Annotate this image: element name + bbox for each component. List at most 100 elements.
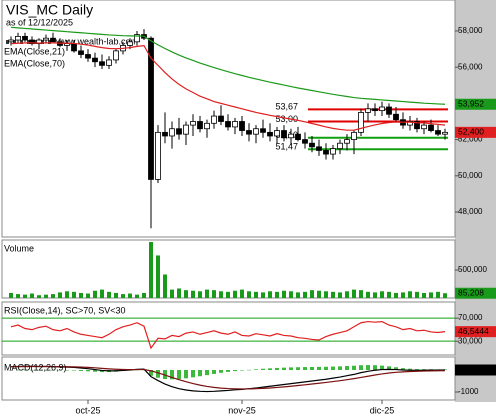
bar [23, 369, 27, 371]
candle-body [330, 148, 336, 155]
bar [177, 369, 181, 380]
value-label: 52,400 [458, 127, 484, 137]
bar [338, 366, 342, 370]
bar [44, 369, 48, 371]
level-label: 53,67 [275, 102, 298, 112]
y-tick-label: 30,000 [458, 336, 483, 345]
bar [37, 369, 41, 371]
value-label-box [455, 326, 496, 338]
candle-body [106, 59, 112, 66]
candle-body [337, 142, 343, 150]
legend-entry: Volume [4, 243, 34, 253]
bar [387, 366, 391, 370]
bar [30, 369, 34, 371]
candle-body [428, 124, 434, 131]
candle-body [379, 106, 385, 112]
bar [114, 292, 118, 298]
bar [380, 291, 384, 298]
candle-body [309, 142, 315, 148]
bar [233, 290, 237, 298]
bar [282, 290, 286, 298]
bar [156, 369, 160, 378]
value-label-box [455, 98, 496, 110]
candle-body [274, 130, 280, 137]
bar [289, 367, 293, 370]
candle-body [393, 113, 399, 121]
bar [184, 290, 188, 298]
candle-body [351, 131, 357, 140]
candle-body [407, 121, 413, 126]
bar [149, 242, 153, 298]
candle-body [197, 121, 203, 130]
candle-body [295, 133, 301, 140]
bar [275, 291, 279, 298]
bar [373, 365, 377, 370]
bar [275, 367, 279, 370]
bar [359, 290, 363, 298]
bar [429, 292, 433, 298]
candle-body [225, 121, 231, 128]
bar [296, 367, 300, 370]
bar [443, 293, 447, 298]
candle-body [372, 108, 378, 112]
bar [58, 292, 62, 298]
candle-body [365, 108, 371, 113]
bar [415, 369, 419, 370]
bar [282, 367, 286, 370]
bar [310, 366, 314, 370]
bar [289, 291, 293, 298]
bar [324, 291, 328, 298]
bar [331, 291, 335, 298]
bar [310, 290, 314, 298]
bar [79, 292, 83, 298]
bar [268, 368, 272, 370]
candle-body [15, 35, 21, 41]
panel-frame [1, 0, 456, 238]
bar [394, 367, 398, 370]
bar [324, 366, 328, 370]
bar [247, 369, 251, 371]
line [10, 365, 446, 393]
bar [352, 365, 356, 370]
value-label-box [455, 287, 496, 299]
candle-body [281, 130, 287, 139]
candle-body [22, 35, 28, 41]
bar [240, 369, 244, 371]
bar [422, 292, 426, 298]
bar [198, 369, 202, 377]
legend-entry: EMA(Close,70) [4, 58, 65, 68]
candle-body [113, 50, 119, 61]
candle-body [421, 124, 427, 130]
value-label: 85,208 [458, 287, 484, 297]
bar [184, 369, 188, 379]
candle-body [288, 133, 294, 139]
bar [219, 369, 223, 373]
y-tick-label: 70,000 [458, 313, 483, 322]
y-tick-label: 48,000 [458, 207, 483, 216]
line [10, 365, 446, 390]
candle-body [134, 34, 140, 43]
x-tick-label: oct-25 [75, 405, 100, 415]
y-tick-label: 50,000 [458, 171, 483, 180]
toolbar-icons [6, 40, 51, 44]
bar [100, 289, 104, 298]
bar [149, 369, 153, 376]
bar [226, 291, 230, 298]
bar [268, 291, 272, 298]
bar [359, 365, 363, 370]
bar [128, 293, 132, 298]
y-tick-label: -1000 [458, 387, 479, 396]
bar [121, 294, 125, 298]
candle-body [239, 121, 245, 131]
candle-body [267, 131, 273, 137]
value-label: 53,952 [458, 99, 484, 109]
subtitle: as of 12/12/2025 [6, 17, 73, 27]
candle-body [323, 150, 329, 155]
panel-frame [1, 356, 456, 401]
bar [72, 369, 76, 371]
bar [93, 290, 97, 298]
candle-body [211, 115, 217, 124]
bar [9, 369, 13, 371]
candle-body [29, 39, 35, 45]
